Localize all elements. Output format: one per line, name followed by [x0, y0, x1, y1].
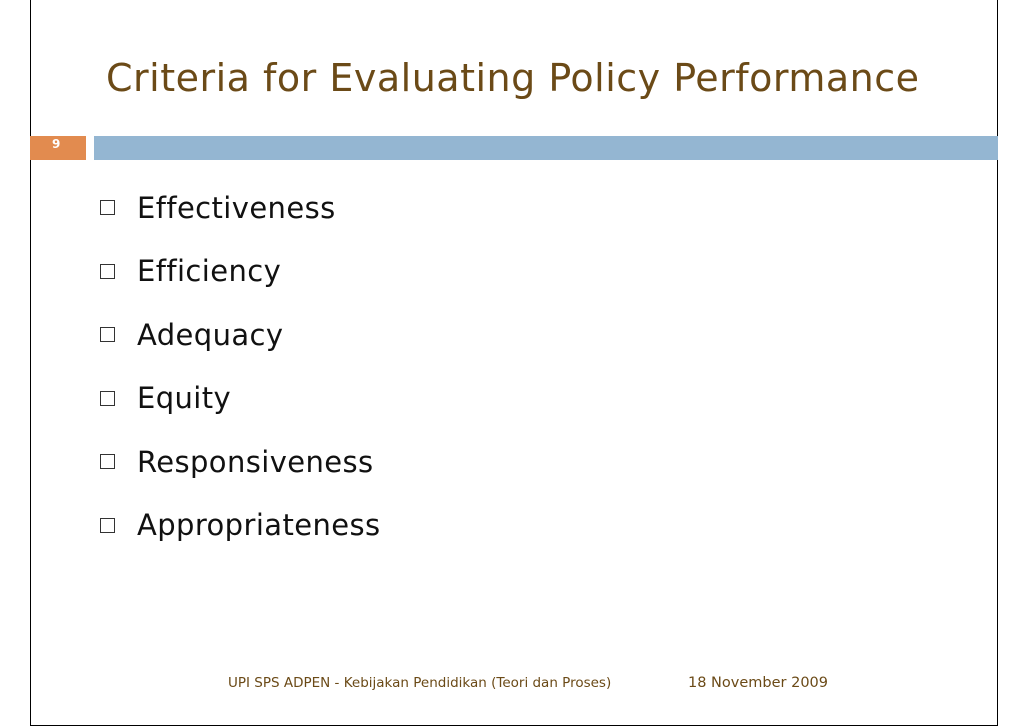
- square-bullet-icon: [100, 200, 115, 216]
- title-accent-bar: [94, 136, 998, 160]
- list-item: Effectiveness: [100, 176, 381, 240]
- slide-frame: [30, 0, 998, 726]
- list-item: Adequacy: [100, 303, 381, 367]
- list-item-label: Equity: [137, 381, 232, 416]
- square-bullet-icon: [100, 517, 115, 533]
- list-item-label: Responsiveness: [137, 444, 374, 479]
- list-item: Appropriateness: [100, 494, 381, 558]
- footer-date: 18 November 2009: [688, 675, 829, 691]
- list-item: Responsiveness: [100, 430, 381, 494]
- list-item-label: Efficiency: [137, 254, 282, 289]
- list-item-label: Effectiveness: [137, 190, 336, 225]
- square-bullet-icon: [100, 390, 115, 406]
- square-bullet-icon: [100, 263, 115, 279]
- slide-number-badge: 9: [30, 136, 86, 160]
- footer-course-label: UPI SPS ADPEN - Kebijakan Pendidikan (Te…: [228, 675, 612, 691]
- list-item: Efficiency: [100, 240, 381, 304]
- list-item-label: Adequacy: [137, 317, 284, 352]
- list-item-label: Appropriateness: [137, 508, 381, 543]
- square-bullet-icon: [100, 327, 115, 343]
- slide-footer: UPI SPS ADPEN - Kebijakan Pendidikan (Te…: [0, 675, 1030, 697]
- criteria-list: Effectiveness Efficiency Adequacy Equity…: [100, 176, 381, 557]
- slide-number: 9: [52, 137, 61, 151]
- slide-title: Criteria for Evaluating Policy Performan…: [106, 56, 920, 100]
- list-item: Equity: [100, 367, 381, 431]
- square-bullet-icon: [100, 454, 115, 470]
